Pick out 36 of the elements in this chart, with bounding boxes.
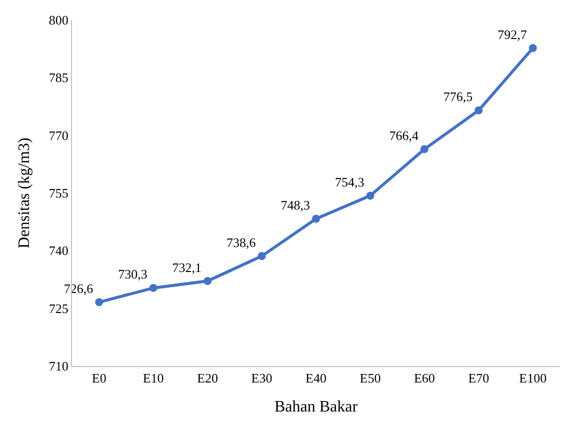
y-tick-label: 740	[48, 243, 68, 258]
point	[474, 106, 483, 114]
y-tick-label: 800	[48, 12, 68, 28]
y-tick-label: 770	[48, 128, 68, 143]
y-tick-label: 785	[48, 70, 68, 86]
point	[258, 252, 266, 260]
data-label: 754,3	[334, 174, 364, 190]
data-label: 792,7	[498, 26, 528, 42]
x-tick-label: E40	[306, 370, 326, 386]
point	[204, 277, 212, 286]
x-axis-title: Bahan Bakar	[274, 398, 358, 416]
data-label: 738,6	[226, 234, 256, 250]
y-tick-label: 755	[48, 186, 68, 201]
y-tick-label: 725	[48, 300, 68, 316]
point	[149, 284, 158, 292]
data-label: 766,4	[389, 128, 419, 143]
x-tick-label: E20	[197, 370, 218, 386]
data-label: 730,3	[118, 266, 148, 282]
point	[528, 44, 537, 52]
point	[95, 298, 104, 306]
x-tick-label: E0	[92, 370, 106, 386]
x-tick-label: E50	[360, 370, 381, 386]
x-tick-label: E30	[251, 370, 272, 386]
y-tick-label: 710	[48, 358, 68, 374]
point	[312, 214, 320, 223]
data-label: 732,1	[172, 260, 202, 275]
point	[420, 145, 428, 154]
point	[366, 192, 374, 200]
data-label: 776,5	[443, 89, 473, 104]
y-axis-title: Densitas (kg/m3)	[16, 138, 33, 248]
x-tick-label: E100	[519, 370, 547, 386]
x-tick-label: E60	[414, 370, 435, 386]
x-tick-label: E10	[142, 370, 164, 386]
data-label: 726,6	[64, 280, 94, 296]
data-label: 748,3	[280, 198, 310, 213]
x-tick-label: E70	[468, 370, 490, 386]
